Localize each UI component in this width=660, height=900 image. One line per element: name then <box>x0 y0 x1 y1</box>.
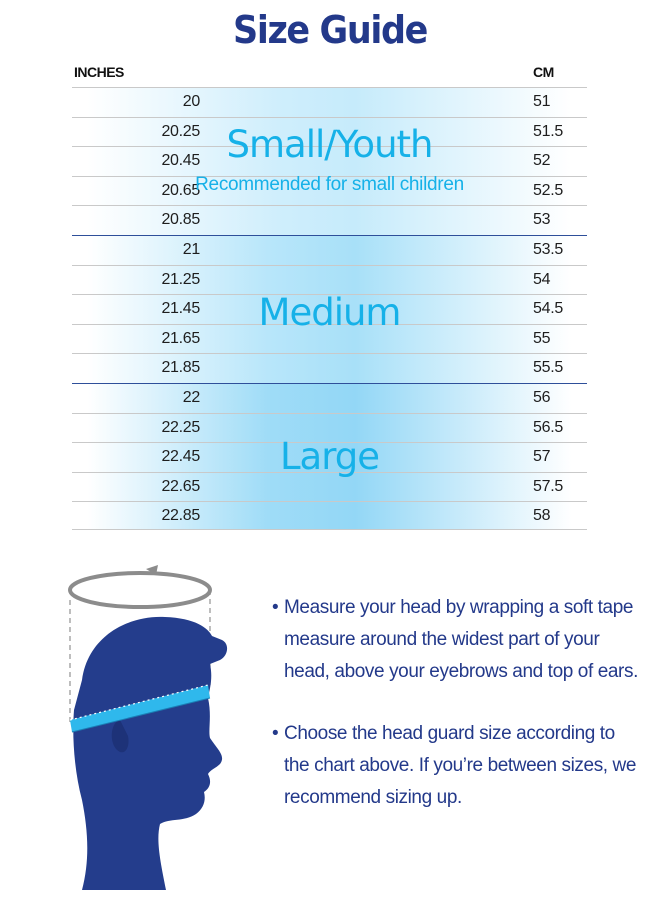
instruction-text: Choose the head guard size according to … <box>284 723 637 808</box>
small-youth-band <box>72 87 587 235</box>
measurement-instructions: • Measure your head by wrapping a soft t… <box>272 592 642 844</box>
inches-cell: 21.25 <box>161 270 200 288</box>
table-row: 21.65 55 <box>72 323 587 354</box>
inches-cell: 22.45 <box>161 448 200 466</box>
table-row: 22.65 57.5 <box>72 471 587 502</box>
table-row: 22 56 <box>72 383 587 413</box>
cm-cell: 53.5 <box>533 241 563 258</box>
cm-cell: 53 <box>533 211 551 229</box>
inches-cell: 21 <box>182 241 201 258</box>
small-youth-label: Small/Youth <box>226 123 434 166</box>
inches-cell: 20.25 <box>161 122 200 140</box>
inches-cell: 22.65 <box>161 477 200 495</box>
table-row: 20.65 52.5 <box>72 175 587 206</box>
inches-cell: 20.65 <box>161 181 200 199</box>
table-row: 22.85 58 <box>72 501 587 531</box>
cm-cell: 54 <box>533 270 551 288</box>
page-title: Size Guide <box>233 8 428 52</box>
cm-cell: 55.5 <box>533 359 563 377</box>
large-band <box>72 383 587 530</box>
cm-cell: 57.5 <box>533 477 563 495</box>
cm-cell: 52.5 <box>533 181 563 199</box>
table-row: 20.85 53 <box>72 205 587 235</box>
cm-cell: 58 <box>533 507 551 525</box>
inches-cell: 20 <box>182 93 201 110</box>
cm-cell: 51 <box>533 93 551 110</box>
tape-measure-icon <box>69 684 211 733</box>
table-row: 21.45 54.5 <box>72 294 587 324</box>
head-silhouette-icon <box>73 616 228 890</box>
cm-cell: 57 <box>533 448 551 466</box>
inches-cell: 21.65 <box>161 329 200 347</box>
medium-band <box>72 235 587 383</box>
inches-cell: 22.25 <box>161 418 200 436</box>
inches-cell: 21.85 <box>161 359 200 377</box>
cm-cell: 55 <box>533 329 551 347</box>
table-row: 20.45 52 <box>72 146 587 176</box>
size-table: 20 51 20.25 51.5 20.45 52 20.65 52.5 20.85 53 21 53… <box>72 87 587 530</box>
table-row: 22.25 56.5 <box>72 412 587 443</box>
table-row: 20 51 <box>72 87 587 117</box>
table-row: 20.25 51.5 <box>72 116 587 147</box>
instruction-text: Measure your head by wrapping a soft tap… <box>284 597 638 682</box>
instruction-item-choose: • Choose the head guard size according t… <box>272 718 642 814</box>
inches-cell: 22.85 <box>161 507 200 525</box>
rotation-arrow-icon <box>68 565 212 609</box>
inches-cell: 20.85 <box>161 211 200 229</box>
table-row: 22.45 57 <box>72 442 587 472</box>
cm-column-header: CM <box>533 64 554 80</box>
inches-column-header: INCHES <box>74 64 124 80</box>
bullet-icon: • <box>272 723 279 744</box>
cm-cell: 52 <box>533 152 551 170</box>
cm-cell: 56.5 <box>533 418 563 436</box>
table-row: 21.25 54 <box>72 264 587 295</box>
cm-cell: 56 <box>533 389 551 406</box>
table-bottom-rule <box>72 529 587 530</box>
head-measuring-illustration <box>68 565 228 890</box>
medium-label: Medium <box>258 291 402 334</box>
instruction-item-measure: • Measure your head by wrapping a soft t… <box>272 592 642 688</box>
table-row: 21 53.5 <box>72 235 587 265</box>
inches-cell: 21.45 <box>161 300 200 318</box>
inches-cell: 20.45 <box>161 152 200 170</box>
small-youth-subtitle: Recommended for small children <box>195 174 464 195</box>
table-row: 21.85 55.5 <box>72 353 587 383</box>
bullet-icon: • <box>272 597 279 618</box>
inches-cell: 22 <box>182 389 201 406</box>
cm-cell: 54.5 <box>533 300 563 318</box>
cm-cell: 51.5 <box>533 122 563 140</box>
large-label: Large <box>279 435 380 478</box>
